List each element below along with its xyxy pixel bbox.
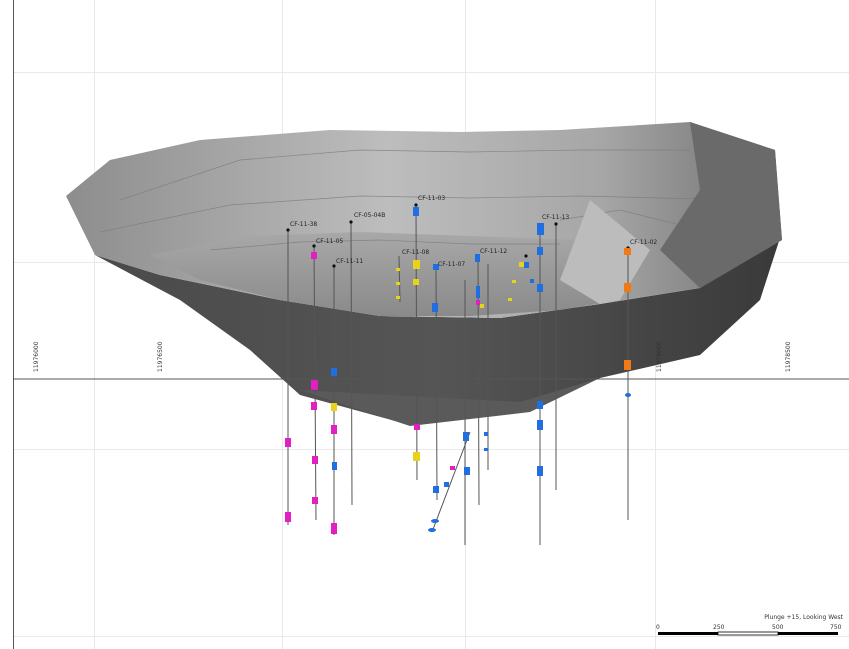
pit-right-wall	[660, 122, 782, 288]
hole-label: CF-05-04B	[354, 212, 385, 219]
northing-label: 11978500	[785, 341, 792, 372]
scale-tick: 250	[713, 624, 725, 631]
scale-tick: 750	[830, 624, 842, 631]
hole-label: CF-11-05	[316, 238, 343, 245]
hole-labels: CF-11-38 CF-05-04B CF-11-03 CF-11-05 CF-…	[290, 195, 657, 268]
intercepts-blue	[331, 207, 631, 532]
grid-line	[14, 449, 849, 450]
hole-trace	[431, 431, 471, 533]
intercepts-orange	[624, 248, 631, 370]
pit-body	[95, 238, 780, 425]
hole-label: CF-11-12	[480, 248, 507, 255]
hole-trace	[350, 221, 353, 506]
pit-bench-lines	[99, 149, 741, 251]
northing-label: 11976000	[33, 341, 40, 372]
hole-label: CF-11-13	[542, 214, 569, 221]
hole-label: CF-11-38	[290, 221, 317, 228]
hole-label: CF-11-11	[336, 258, 363, 265]
hole-trace	[415, 204, 418, 481]
hole-label: CF-11-03	[418, 195, 445, 202]
scale-bar: 0 250 500 750	[656, 624, 842, 636]
scale-tick: 0	[656, 624, 660, 631]
viewport-border	[13, 0, 14, 649]
northing-labels: 11976000 11976500 11978000 11978500	[33, 341, 792, 372]
grid-line	[94, 0, 95, 649]
hole-trace	[477, 257, 480, 506]
northing-label: 11976500	[157, 341, 164, 372]
hole-label: CF-11-07	[438, 261, 465, 268]
view-caption: Plunge +15, Looking West	[764, 614, 843, 621]
intercepts-magenta	[285, 252, 480, 534]
grid-line	[14, 72, 849, 73]
hole-label: CF-11-02	[630, 239, 657, 246]
intercepts-yellow	[331, 260, 524, 461]
northing-label: 11978000	[656, 341, 663, 372]
grid-line	[14, 636, 849, 637]
scale-tick: 500	[772, 624, 784, 631]
pit-floor	[150, 232, 650, 316]
pit-bottom-bench	[300, 378, 600, 426]
hole-trace	[398, 255, 401, 303]
hole-label: CF-11-08	[402, 249, 429, 256]
